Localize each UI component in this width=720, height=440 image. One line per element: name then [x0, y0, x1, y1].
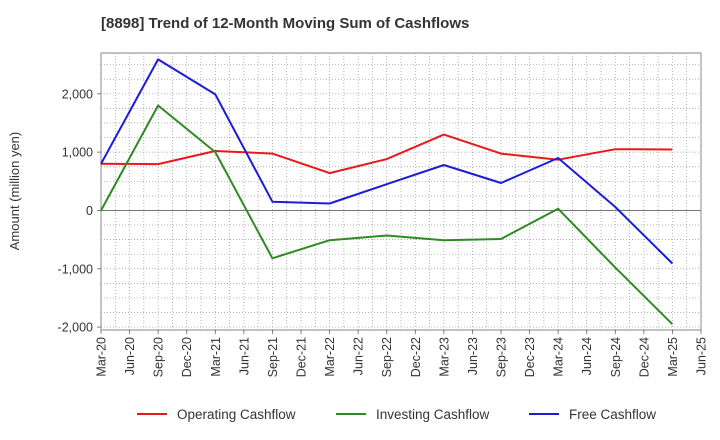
legend-item: Operating Cashflow [137, 407, 296, 422]
series-line-free-cashflow [100, 58, 674, 265]
x-tick-label: Jun-24 [580, 337, 594, 375]
y-tick-label: 0 [86, 204, 93, 218]
x-tick-label: Dec-23 [523, 337, 537, 377]
chart-title: [8898] Trend of 12-Month Moving Sum of C… [101, 15, 470, 32]
x-tick-label: Mar-20 [95, 337, 109, 377]
y-tick-label: 1,000 [62, 146, 93, 160]
y-tick-label: -1,000 [58, 262, 93, 276]
x-tick-label: Mar-25 [666, 337, 680, 377]
legend-label: Investing Cashflow [376, 407, 490, 422]
x-tick-label: Mar-21 [209, 337, 223, 377]
series-line-operating-cashflow [100, 133, 673, 175]
x-tick-label: Sep-23 [495, 337, 509, 377]
legend: Operating Cashflow Investing Cashflow Free… [137, 407, 656, 422]
legend-item: Free Cashflow [529, 407, 656, 422]
x-tick-label: Jun-23 [466, 337, 480, 375]
series-line-investing-cashflow [100, 104, 674, 325]
x-tick-label: Sep-21 [266, 337, 280, 377]
legend-label: Free Cashflow [569, 407, 656, 422]
x-tick-label: Jun-25 [695, 337, 709, 375]
x-tick-label: Mar-23 [437, 337, 451, 377]
x-tick-label: Jun-21 [237, 337, 251, 375]
x-tick-label: Sep-22 [380, 337, 394, 377]
x-tick-label: Mar-24 [552, 337, 566, 377]
y-tick-label: 2,000 [62, 87, 93, 101]
x-tick-label: Jun-22 [352, 337, 366, 375]
y-axis-label: Amount (million yen) [7, 132, 22, 251]
x-tick-label: Dec-24 [637, 337, 651, 377]
y-axis-ticks: -2,000 -1,000 0 1,000 2,000 [58, 87, 101, 335]
y-tick-label: -2,000 [58, 321, 93, 335]
x-tick-label: Dec-20 [180, 337, 194, 377]
x-axis-ticks: Mar-20 Jun-20 Sep-20 Dec-20 Mar-21 Jun-21 Sep-… [95, 330, 709, 377]
x-tick-label: Dec-21 [295, 337, 309, 377]
x-tick-label: Dec-22 [409, 337, 423, 377]
x-tick-label: Sep-20 [152, 337, 166, 377]
x-tick-label: Sep-24 [609, 337, 623, 377]
legend-label: Operating Cashflow [177, 407, 296, 422]
series-group [100, 58, 674, 325]
legend-item: Investing Cashflow [336, 407, 490, 422]
x-tick-label: Mar-22 [323, 337, 337, 377]
x-tick-label: Jun-20 [123, 337, 137, 375]
